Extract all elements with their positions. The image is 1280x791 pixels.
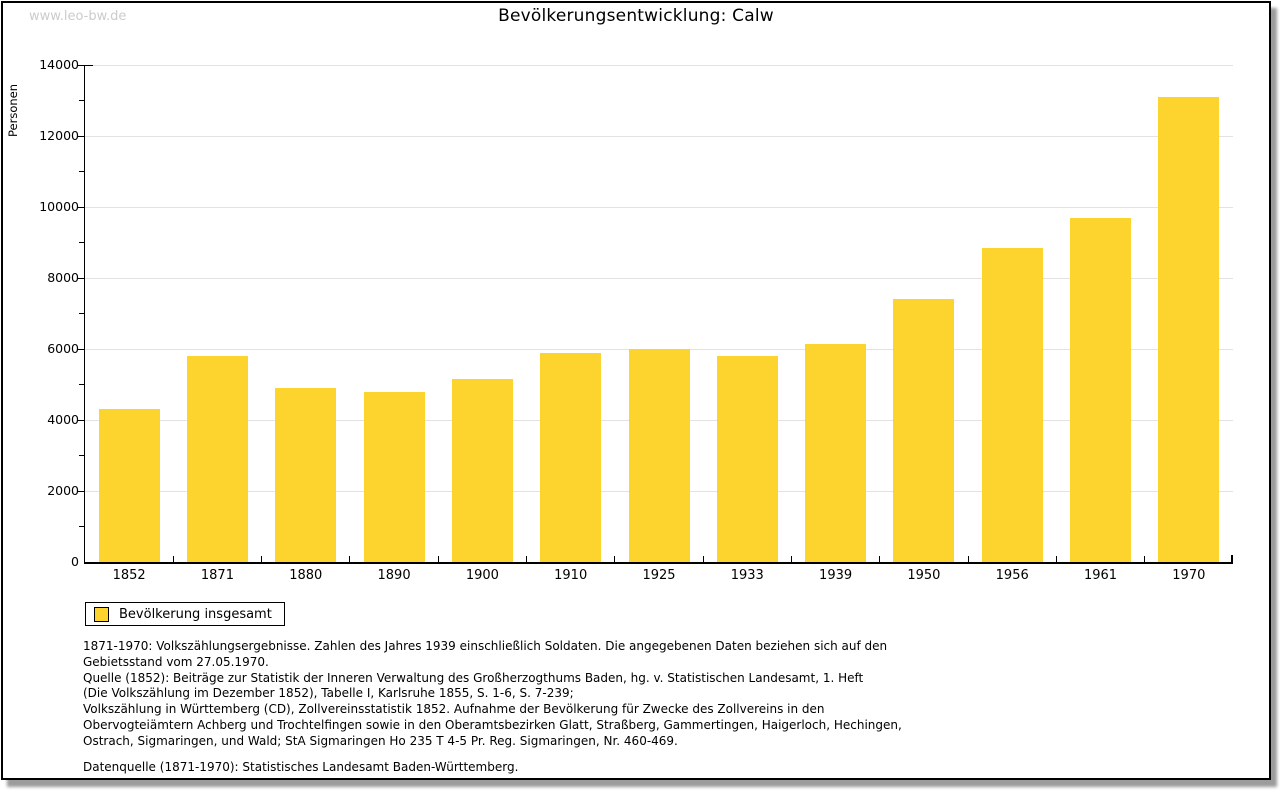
x-tick-boundary xyxy=(261,556,263,562)
chart-title: Bevölkerungsentwicklung: Calw xyxy=(498,6,774,26)
y-tick-major xyxy=(77,490,84,492)
chart-page: www.leo-bw.de Bevölkerungsentwicklung: C… xyxy=(1,1,1271,780)
x-tick-label: 1933 xyxy=(730,568,764,583)
x-tick-label: 1925 xyxy=(642,568,676,583)
footnote-line: Volkszählung in Württemberg (CD), Zollve… xyxy=(83,702,825,717)
y-tick-minor xyxy=(79,242,84,243)
plot-area xyxy=(77,64,1233,564)
x-tick-boundary xyxy=(526,556,528,562)
x-tick-label: 1910 xyxy=(554,568,588,583)
watermark: www.leo-bw.de xyxy=(29,9,127,24)
x-tick-boundary xyxy=(614,556,616,562)
y-tick-major xyxy=(77,277,84,279)
bar xyxy=(628,349,690,562)
footnote-line: Obervogteiämtern Achberg und Trochtelfin… xyxy=(83,717,902,732)
x-tick-boundary xyxy=(437,556,439,562)
x-tick-boundary xyxy=(967,556,969,562)
x-tick-label: 1890 xyxy=(377,568,411,583)
bar xyxy=(1158,96,1220,562)
footnote-line: Quelle (1852): Beiträge zur Statistik de… xyxy=(83,670,864,685)
bar xyxy=(805,343,867,562)
y-tick-minor xyxy=(79,313,84,314)
y-axis-line xyxy=(84,65,85,562)
x-tick-label: 1956 xyxy=(995,568,1029,583)
y-tick-minor xyxy=(79,100,84,101)
x-tick-boundary xyxy=(349,556,351,562)
x-axis-end-cap xyxy=(1231,555,1233,562)
y-tick-minor xyxy=(79,526,84,527)
bar xyxy=(540,352,602,562)
gridline xyxy=(85,136,1233,137)
y-tick-minor xyxy=(79,455,84,456)
bar xyxy=(1070,217,1132,562)
y-tick-major xyxy=(77,348,84,350)
y-tick-label: 6000 xyxy=(47,341,79,356)
bar xyxy=(98,409,160,562)
footnote-line: Gebietsstand vom 27.05.1970. xyxy=(83,654,269,669)
y-tick-minor xyxy=(79,384,84,385)
x-tick-boundary xyxy=(879,556,881,562)
x-tick-boundary xyxy=(1144,556,1146,562)
x-tick-label: 1871 xyxy=(200,568,234,583)
x-tick-label: 1970 xyxy=(1172,568,1206,583)
x-tick-boundary xyxy=(1055,556,1057,562)
gridline xyxy=(85,278,1233,279)
source-text: 1871-1970: Volkszählungsergebnisse. Zahl… xyxy=(83,639,902,750)
y-tick-label: 12000 xyxy=(39,128,79,143)
x-tick-label: 1852 xyxy=(112,568,146,583)
bar xyxy=(893,299,955,562)
y-axis-title: Personen xyxy=(6,83,20,137)
legend-swatch-icon xyxy=(94,606,109,622)
y-tick-label: 8000 xyxy=(47,270,79,285)
footnotes: 1871-1970: Volkszählungsergebnisse. Zahl… xyxy=(83,639,902,775)
y-tick-label: 14000 xyxy=(39,57,79,72)
y-tick-label: 4000 xyxy=(47,412,79,427)
x-tick-label: 1939 xyxy=(819,568,853,583)
y-tick-label: 10000 xyxy=(39,199,79,214)
x-tick-label: 1950 xyxy=(907,568,941,583)
y-tick-label: 0 xyxy=(71,554,79,569)
bar xyxy=(275,388,337,562)
legend-label: Bevölkerung insgesamt xyxy=(119,606,272,622)
x-tick-boundary xyxy=(172,556,174,562)
bar xyxy=(186,356,248,562)
x-axis-line xyxy=(84,562,1233,564)
bar xyxy=(981,247,1043,562)
x-tick-label: 1880 xyxy=(289,568,323,583)
y-tick-label: 2000 xyxy=(47,483,79,498)
footnote-line: (Die Volkszählung im Dezember 1852), Tab… xyxy=(83,686,574,701)
footnote-line: 1871-1970: Volkszählungsergebnisse. Zahl… xyxy=(83,639,888,653)
datasource-line: Datenquelle (1871-1970): Statistisches L… xyxy=(83,759,519,774)
y-tick-major xyxy=(77,419,84,421)
y-tick-minor xyxy=(79,171,84,172)
x-tick-boundary xyxy=(790,556,792,562)
gridline xyxy=(85,207,1233,208)
bar xyxy=(451,379,513,562)
y-tick-major xyxy=(77,64,84,66)
gridline xyxy=(85,65,1233,66)
x-tick-label: 1900 xyxy=(465,568,499,583)
legend: Bevölkerung insgesamt xyxy=(85,602,285,626)
y-tick-major xyxy=(77,135,84,137)
x-tick-label: 1961 xyxy=(1083,568,1118,583)
y-axis-end-cap xyxy=(84,65,93,66)
y-tick-major xyxy=(77,206,84,208)
footnote-line: Ostrach, Sigmaringen, und Wald; StA Sigm… xyxy=(83,733,678,748)
bar xyxy=(363,391,425,562)
x-tick-boundary xyxy=(702,556,704,562)
bar xyxy=(716,356,778,562)
